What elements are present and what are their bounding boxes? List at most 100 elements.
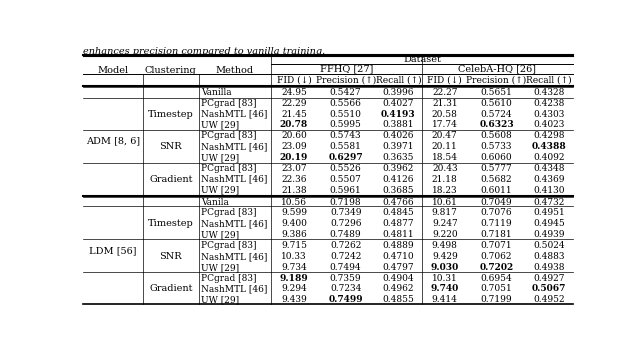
Text: 0.7119: 0.7119 [481,219,513,228]
Text: Model: Model [97,66,129,75]
Text: 0.4938: 0.4938 [534,263,565,272]
Text: 0.3635: 0.3635 [383,153,414,162]
Text: 0.4388: 0.4388 [532,142,566,151]
Text: 20.58: 20.58 [432,110,458,119]
Text: NashMTL [46]: NashMTL [46] [201,219,268,228]
Text: Dataset: Dataset [403,55,441,64]
Text: 0.4877: 0.4877 [383,219,414,228]
Text: ADM [8, 6]: ADM [8, 6] [86,137,140,146]
Text: 0.3685: 0.3685 [383,186,414,194]
Text: 0.4904: 0.4904 [383,274,414,283]
Text: 0.4027: 0.4027 [383,99,414,108]
Text: 10.33: 10.33 [281,252,307,261]
Text: 0.5733: 0.5733 [481,142,512,151]
Text: NashMTL [46]: NashMTL [46] [201,175,268,184]
Text: 21.31: 21.31 [432,99,458,108]
Text: 0.5961: 0.5961 [330,186,362,194]
Text: PCgrad [83]: PCgrad [83] [201,274,257,283]
Text: 18.23: 18.23 [432,186,458,194]
Text: 0.4092: 0.4092 [534,153,565,162]
Text: 0.7071: 0.7071 [481,241,513,250]
Text: 0.7359: 0.7359 [330,274,362,283]
Text: 0.4238: 0.4238 [534,99,565,108]
Text: 9.817: 9.817 [432,209,458,217]
Text: UW [29]: UW [29] [201,153,239,162]
Text: 0.7499: 0.7499 [328,295,363,304]
Text: Precision (↑): Precision (↑) [467,75,527,84]
Text: 9.294: 9.294 [281,284,307,294]
Text: FFHQ [27]: FFHQ [27] [320,64,373,73]
Text: 0.5510: 0.5510 [330,110,362,119]
Text: FID (↓): FID (↓) [428,75,462,84]
Text: 17.74: 17.74 [432,120,458,129]
Text: 0.4710: 0.4710 [383,252,414,261]
Text: Precision (↑): Precision (↑) [316,75,376,84]
Text: 10.61: 10.61 [432,198,458,206]
Text: 0.5610: 0.5610 [481,99,513,108]
Text: PCgrad [83]: PCgrad [83] [201,99,257,108]
Text: 0.6011: 0.6011 [481,186,513,194]
Text: Vanilla: Vanilla [201,88,232,97]
Text: PCgrad [83]: PCgrad [83] [201,164,257,173]
Text: 0.4962: 0.4962 [383,284,414,294]
Text: 0.5995: 0.5995 [330,120,362,129]
Text: 18.54: 18.54 [432,153,458,162]
Text: UW [29]: UW [29] [201,120,239,129]
Text: 0.5566: 0.5566 [330,99,362,108]
Text: 0.4951: 0.4951 [533,209,565,217]
Text: 0.4130: 0.4130 [534,186,565,194]
Text: 0.7489: 0.7489 [330,230,362,239]
Text: 20.11: 20.11 [432,142,458,151]
Text: 9.220: 9.220 [432,230,458,239]
Text: 9.599: 9.599 [281,209,307,217]
Text: NashMTL [46]: NashMTL [46] [201,110,268,119]
Text: Gradient: Gradient [149,175,193,184]
Text: 0.7234: 0.7234 [330,284,362,294]
Text: 0.3962: 0.3962 [383,164,414,173]
Text: 0.4193: 0.4193 [381,110,416,119]
Text: 22.36: 22.36 [281,175,307,184]
Text: 20.78: 20.78 [280,120,308,129]
Text: 22.29: 22.29 [281,99,307,108]
Text: Timestep: Timestep [148,110,194,119]
Text: 0.4927: 0.4927 [534,274,565,283]
Text: 9.414: 9.414 [432,295,458,304]
Text: 0.6060: 0.6060 [481,153,513,162]
Text: UW [29]: UW [29] [201,295,239,304]
Text: 10.56: 10.56 [281,198,307,206]
Text: NashMTL [46]: NashMTL [46] [201,142,268,151]
Text: 0.4126: 0.4126 [383,175,414,184]
Text: NashMTL [46]: NashMTL [46] [201,252,268,261]
Text: 0.5067: 0.5067 [532,284,566,294]
Text: 0.4369: 0.4369 [534,175,565,184]
Text: 0.4855: 0.4855 [383,295,414,304]
Text: 0.4939: 0.4939 [534,230,565,239]
Text: 9.247: 9.247 [432,219,458,228]
Text: 21.38: 21.38 [281,186,307,194]
Text: 9.030: 9.030 [431,263,459,272]
Text: 9.439: 9.439 [281,295,307,304]
Text: 0.4797: 0.4797 [383,263,414,272]
Text: 0.4023: 0.4023 [534,120,565,129]
Text: 0.5777: 0.5777 [481,164,513,173]
Text: Recall (↑): Recall (↑) [527,75,572,84]
Text: 0.4298: 0.4298 [534,131,565,140]
Text: 0.7062: 0.7062 [481,252,512,261]
Text: 0.4883: 0.4883 [534,252,565,261]
Text: 0.4845: 0.4845 [383,209,414,217]
Text: UW [29]: UW [29] [201,263,239,272]
Text: 9.400: 9.400 [281,219,307,228]
Text: 0.5427: 0.5427 [330,88,362,97]
Text: 0.7076: 0.7076 [481,209,513,217]
Text: FID (↓): FID (↓) [276,75,311,84]
Text: 0.6954: 0.6954 [481,274,513,283]
Text: 20.47: 20.47 [432,131,458,140]
Text: Clustering: Clustering [145,66,196,75]
Text: 0.7296: 0.7296 [330,219,362,228]
Text: 0.4026: 0.4026 [383,131,414,140]
Text: 0.5526: 0.5526 [330,164,362,173]
Text: 0.7049: 0.7049 [481,198,513,206]
Text: 0.4889: 0.4889 [383,241,414,250]
Text: 0.4732: 0.4732 [534,198,565,206]
Text: 0.7202: 0.7202 [479,263,514,272]
